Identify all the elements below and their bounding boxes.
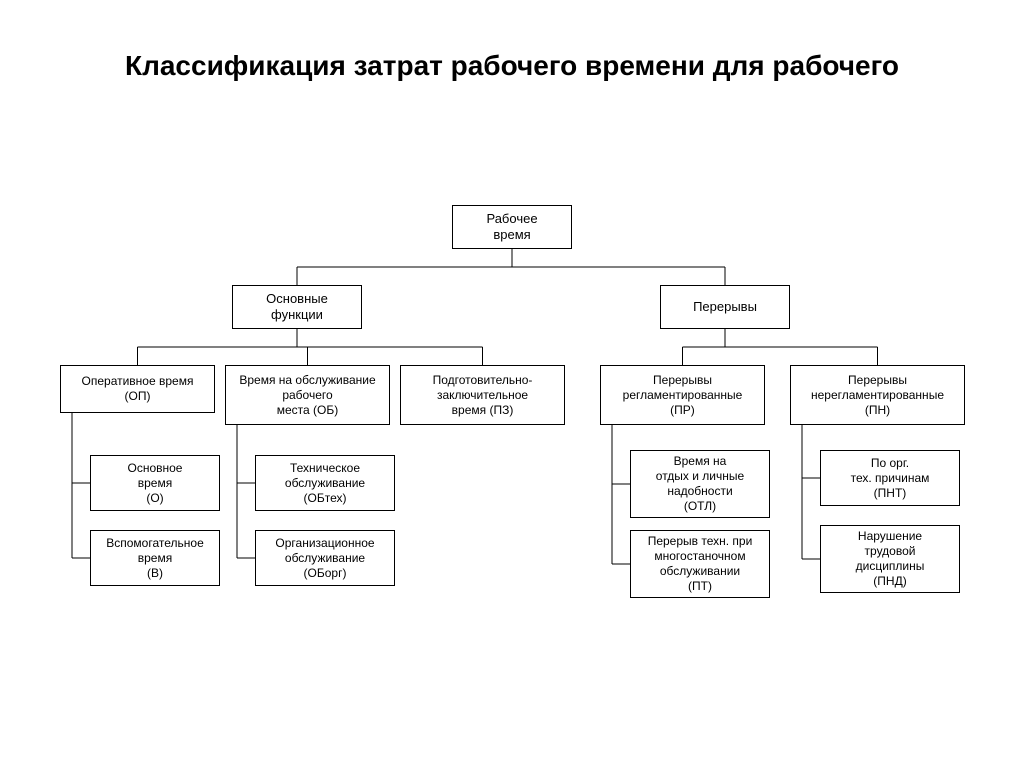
node-rest_time: Время наотдых и личныенадобности(ОТЛ) bbox=[630, 450, 770, 518]
page-title: Классификация затрат рабочего времени дл… bbox=[0, 50, 1024, 82]
node-root: Рабочеевремя bbox=[452, 205, 572, 249]
node-org_reasons: По орг.тех. причинам(ПНТ) bbox=[820, 450, 960, 506]
node-aux_time: Вспомогательноевремя(В) bbox=[90, 530, 220, 586]
node-tech_serv: Техническоеобслуживание(ОБтех) bbox=[255, 455, 395, 511]
node-tech_break: Перерыв техн. примногостаночномобслужива… bbox=[630, 530, 770, 598]
node-discipline: Нарушениетрудовойдисциплины(ПНД) bbox=[820, 525, 960, 593]
node-breaks: Перерывы bbox=[660, 285, 790, 329]
node-org_serv: Организационноеобслуживание(ОБорг) bbox=[255, 530, 395, 586]
node-breaks_reg: Перерывырегламентированные(ПР) bbox=[600, 365, 765, 425]
node-main_funcs: Основныефункции bbox=[232, 285, 362, 329]
node-op_time: Оперативное время(ОП) bbox=[60, 365, 215, 413]
node-breaks_unreg: Перерывынерегламентированные(ПН) bbox=[790, 365, 965, 425]
node-serv_time: Время на обслуживаниерабочегоместа (ОБ) bbox=[225, 365, 390, 425]
node-prep_time: Подготовительно-заключительноевремя (ПЗ) bbox=[400, 365, 565, 425]
node-main_time: Основноевремя(О) bbox=[90, 455, 220, 511]
